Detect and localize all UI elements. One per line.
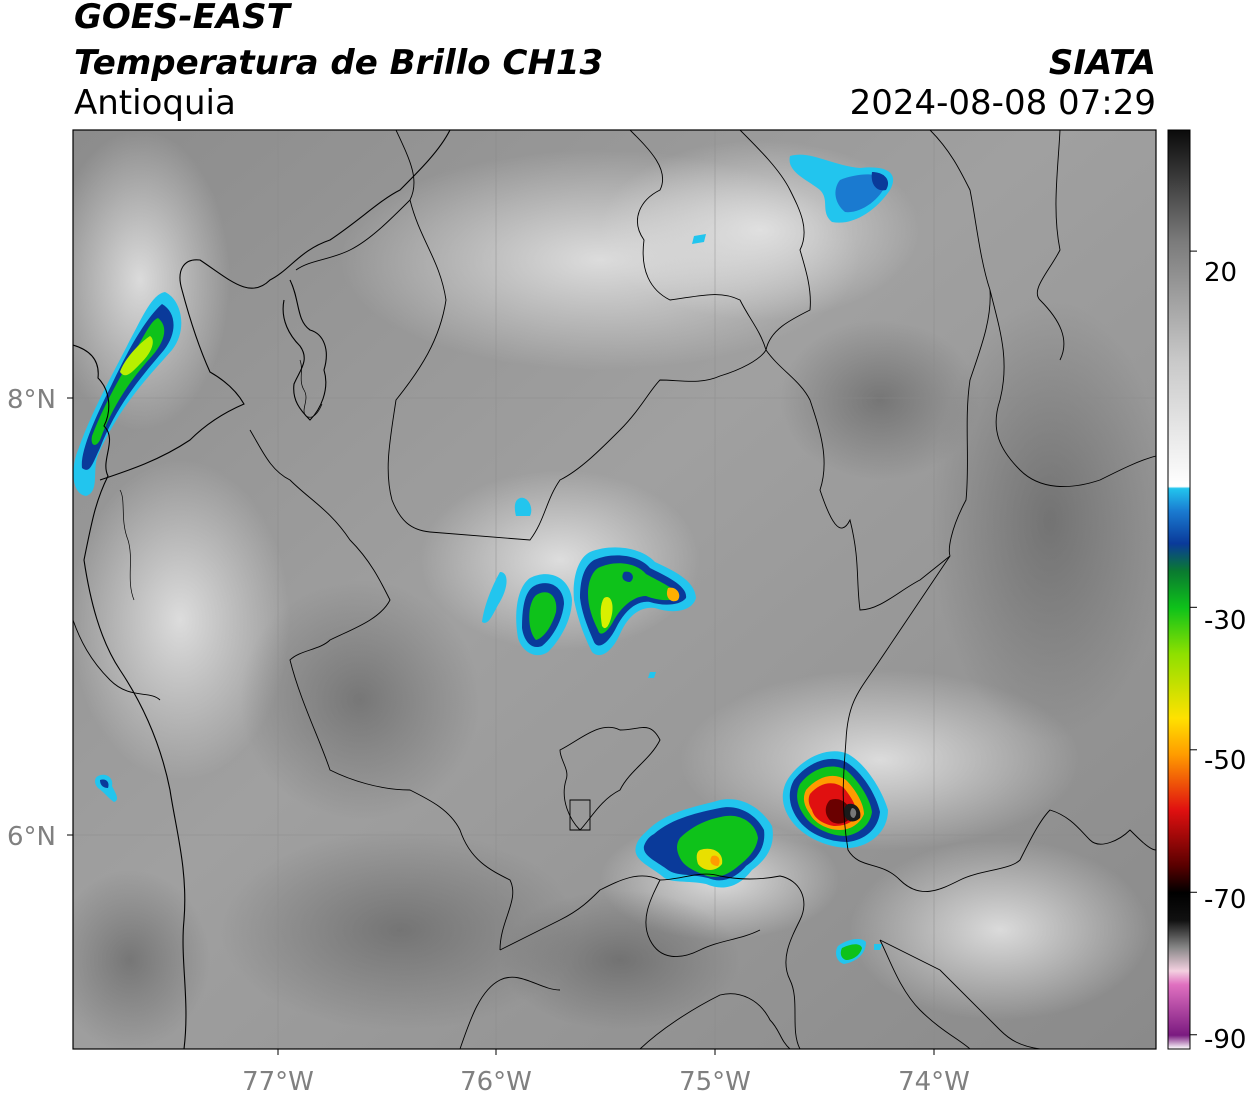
colorbar-ticks [1190,250,1197,1036]
storm-cell-south[interactable] [635,799,773,888]
lat-tick-label: 6°N [7,822,56,852]
storm-cell-central[interactable] [482,497,696,678]
region-label: Antioquia [74,83,236,123]
storm-cell-southeast-core[interactable] [782,751,888,848]
storm-cell-small-west[interactable] [95,774,118,802]
colorbar-tick-label: -90 [1204,1025,1246,1055]
cloud-texture [73,130,1156,1049]
lon-tick-label: 75°W [679,1067,751,1097]
coastline [73,130,451,1049]
satellite-title: GOES-EAST [74,0,290,37]
map-frame [72,129,1157,1050]
lon-tick-label: 76°W [460,1067,532,1097]
colorbar-tick-label: 20 [1204,258,1237,288]
lon-tick-label: 74°W [898,1067,970,1097]
colorbar-tick-label: -50 [1204,746,1246,776]
colorbar: 20 -30 -50 -70 -90 [1167,129,1246,1055]
product-title: Temperatura de Brillo CH13 [74,43,604,83]
storm-cell-small-southeast[interactable] [836,939,882,964]
river-lines [119,359,323,601]
storm-cell-northeast[interactable] [692,154,894,244]
axis-ticks [67,397,935,1055]
map-area [73,130,1156,1049]
colorbar-tick-label: -70 [1204,885,1246,915]
admin-boundaries [73,130,1156,1049]
datetime-label: 2024-08-08 07:29 [849,83,1156,123]
storm-cell-northwest[interactable] [73,292,182,496]
lon-tick-label: 77°W [242,1067,314,1097]
lat-tick-label: 8°N [7,385,56,415]
organization-label: SIATA [1048,43,1156,83]
colorbar-tick-label: -30 [1204,606,1246,636]
colorbar-gradient [1167,129,1191,1050]
